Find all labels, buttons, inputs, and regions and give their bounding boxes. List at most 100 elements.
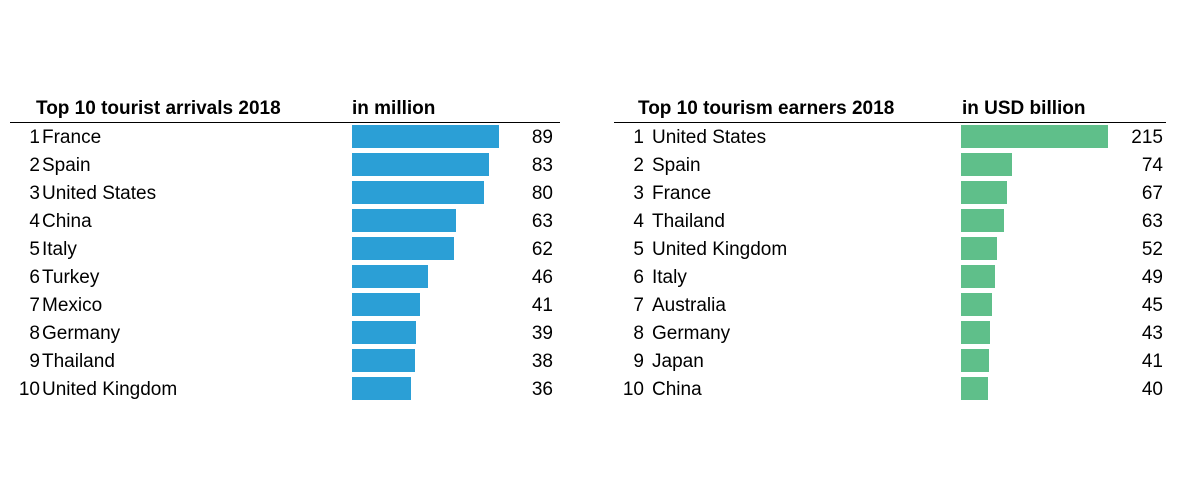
rank-label: 7 [29, 295, 40, 316]
category-label: Thailand [42, 351, 115, 372]
bar [352, 321, 416, 344]
bar [961, 181, 1007, 204]
rank-label: 4 [633, 211, 644, 232]
table-row: 3 France 67 [614, 180, 1170, 208]
category-label: France [42, 127, 102, 148]
value-label: 80 [531, 183, 553, 204]
table-row: 2 Spain 83 [10, 152, 570, 180]
table-row: 1 France 89 [10, 124, 570, 152]
table-row: 4 Thailand 63 [614, 208, 1170, 236]
rank-label: 10 [18, 379, 40, 400]
rank-label: 1 [633, 127, 644, 148]
table-row: 4 China 63 [10, 208, 570, 236]
value-label: 74 [1141, 155, 1163, 176]
value-label: 83 [531, 155, 553, 176]
category-label: Germany [42, 323, 121, 344]
chart-title: Top 10 tourism earners 2018 [638, 98, 895, 119]
category-label: Turkey [42, 267, 100, 288]
bar [961, 237, 997, 260]
value-label: 41 [531, 295, 553, 316]
table-row: 5 United Kingdom 52 [614, 236, 1170, 264]
table-row: 1 United States 215 [614, 124, 1170, 152]
bar [961, 349, 989, 372]
table-row: 5 Italy 62 [10, 236, 570, 264]
table-row: 9 Japan 41 [614, 348, 1170, 376]
category-label: China [652, 379, 702, 400]
value-label: 62 [531, 239, 553, 260]
rank-label: 3 [633, 183, 644, 204]
category-label: Spain [652, 155, 701, 176]
table-row: 7 Mexico 41 [10, 292, 570, 320]
category-label: United States [652, 127, 767, 148]
rank-label: 6 [29, 267, 40, 288]
value-label: 36 [531, 379, 553, 400]
bar [352, 237, 454, 260]
table-row: 3 United States 80 [10, 180, 570, 208]
table-row: 2 Spain 74 [614, 152, 1170, 180]
value-label: 63 [531, 211, 553, 232]
bar [961, 153, 1012, 176]
bar [352, 153, 489, 176]
value-label: 39 [531, 323, 553, 344]
value-label: 67 [1141, 183, 1163, 204]
bar [352, 209, 456, 232]
rank-label: 6 [633, 267, 644, 288]
table-row: 6 Turkey 46 [10, 264, 570, 292]
bar [352, 349, 415, 372]
bar [961, 321, 990, 344]
table-row: 6 Italy 49 [614, 264, 1170, 292]
rank-label: 8 [633, 323, 644, 344]
value-label: 45 [1141, 295, 1163, 316]
rank-label: 9 [29, 351, 40, 372]
tourism-earners-chart: Top 10 tourism earners 2018 in USD billi… [614, 94, 1170, 404]
table-row: 7 Australia 45 [614, 292, 1170, 320]
value-label: 52 [1141, 239, 1163, 260]
bar [352, 293, 420, 316]
category-label: United States [42, 183, 157, 204]
category-label: Spain [42, 155, 91, 176]
rank-label: 5 [633, 239, 644, 260]
rank-label: 10 [622, 379, 644, 400]
category-label: Thailand [652, 211, 725, 232]
table-row: 9 Thailand 38 [10, 348, 570, 376]
rank-label: 3 [29, 183, 40, 204]
tourist-arrivals-chart: Top 10 tourist arrivals 2018 in million … [10, 94, 570, 404]
value-label: 89 [531, 127, 553, 148]
category-label: Mexico [42, 295, 103, 316]
rank-label: 5 [29, 239, 40, 260]
value-label: 63 [1141, 211, 1163, 232]
table-row: 10 United Kingdom 36 [10, 376, 570, 404]
category-label: United Kingdom [42, 379, 178, 400]
rank-label: 7 [633, 295, 644, 316]
table-row: 8 Germany 43 [614, 320, 1170, 348]
rank-label: 9 [633, 351, 644, 372]
value-label: 43 [1141, 323, 1163, 344]
rank-label: 2 [29, 155, 40, 176]
unit-label: in USD billion [962, 98, 1086, 119]
category-label: Australia [652, 295, 726, 316]
bar [961, 377, 988, 400]
header-rule [10, 122, 560, 123]
value-label: 49 [1141, 267, 1163, 288]
value-label: 215 [1131, 127, 1163, 148]
bar [352, 181, 484, 204]
category-label: United Kingdom [652, 239, 788, 260]
bar [961, 209, 1004, 232]
table-row: 8 Germany 39 [10, 320, 570, 348]
header-rule [614, 122, 1166, 123]
value-label: 41 [1141, 351, 1163, 372]
bar [352, 125, 499, 148]
chart-title: Top 10 tourist arrivals 2018 [36, 98, 281, 119]
rank-label: 2 [633, 155, 644, 176]
bar [961, 293, 992, 316]
category-label: China [42, 211, 92, 232]
table-row: 10 China 40 [614, 376, 1170, 404]
rank-label: 8 [29, 323, 40, 344]
value-label: 40 [1141, 379, 1163, 400]
value-label: 38 [531, 351, 553, 372]
bar [352, 377, 411, 400]
category-label: France [652, 183, 712, 204]
bar [352, 265, 428, 288]
category-label: Italy [652, 267, 687, 288]
rank-label: 4 [29, 211, 40, 232]
